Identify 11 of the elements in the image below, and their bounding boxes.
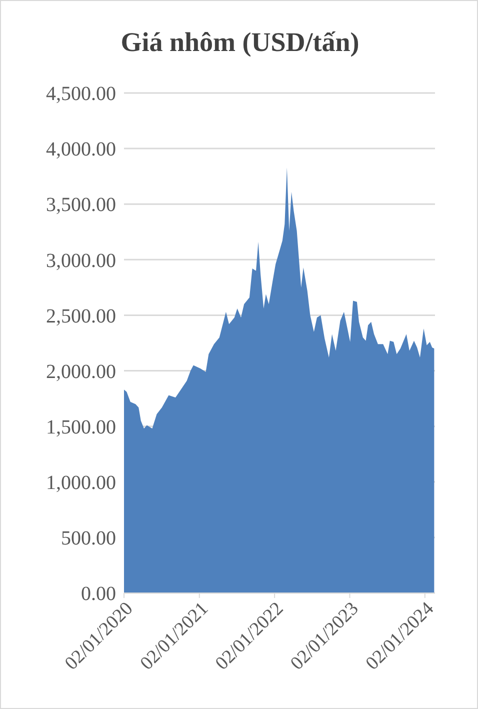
y-tick-label: 500.00 bbox=[61, 528, 116, 550]
y-tick-label: 0.00 bbox=[81, 583, 116, 606]
y-tick-label: 4,500.00 bbox=[46, 83, 116, 106]
y-tick-label: 4,000.00 bbox=[46, 138, 116, 161]
y-tick-label: 2,500.00 bbox=[46, 305, 116, 328]
y-tick-label: 3,500.00 bbox=[46, 194, 116, 216]
y-tick-label: 2,000.00 bbox=[46, 360, 116, 383]
y-tick-label: 1,000.00 bbox=[46, 472, 116, 494]
y-tick-label: 3,000.00 bbox=[46, 250, 116, 272]
chart-title: Giá nhôm (USD/tấn) bbox=[120, 27, 360, 58]
y-tick-label: 1,500.00 bbox=[46, 416, 116, 438]
